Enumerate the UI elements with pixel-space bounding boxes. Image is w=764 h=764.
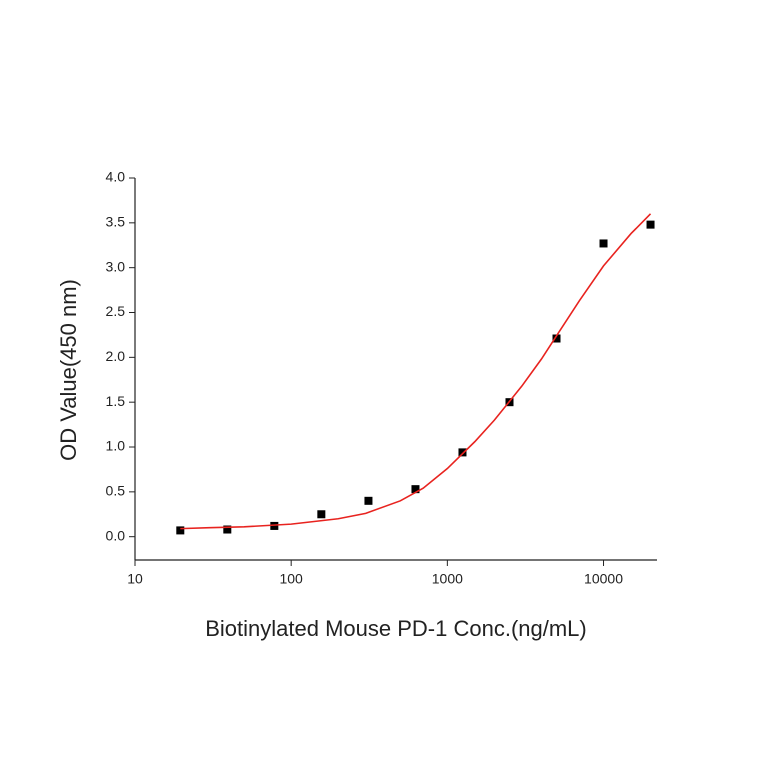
- y-tick-label: 2.5: [106, 303, 126, 319]
- x-tick-label: 100: [279, 571, 303, 587]
- data-point: [364, 496, 373, 505]
- data-point: [223, 525, 232, 534]
- data-point: [552, 334, 561, 343]
- y-tick-label: 1.5: [106, 393, 126, 409]
- data-point: [270, 521, 279, 530]
- y-tick-label: 3.0: [106, 258, 126, 274]
- x-axis-title: Biotinylated Mouse PD-1 Conc.(ng/mL): [205, 616, 587, 641]
- data-point: [599, 239, 608, 248]
- y-tick-label: 0.5: [106, 483, 126, 499]
- x-tick-label: 10000: [584, 571, 623, 587]
- x-tick-label: 1000: [432, 571, 463, 587]
- data-point: [317, 510, 326, 519]
- y-tick-label: 4.0: [106, 169, 126, 185]
- data-point: [411, 485, 420, 494]
- y-tick-label: 0.0: [106, 527, 126, 543]
- y-axis-title: OD Value(450 nm): [56, 279, 81, 461]
- data-point: [176, 526, 185, 535]
- data-point: [458, 448, 467, 457]
- y-tick-label: 2.0: [106, 348, 126, 364]
- y-tick-label: 3.5: [106, 214, 126, 230]
- fit-curve: [180, 213, 652, 530]
- y-tick-label: 1.0: [106, 438, 126, 454]
- data-point: [646, 220, 655, 229]
- x-tick-label: 10: [127, 571, 143, 587]
